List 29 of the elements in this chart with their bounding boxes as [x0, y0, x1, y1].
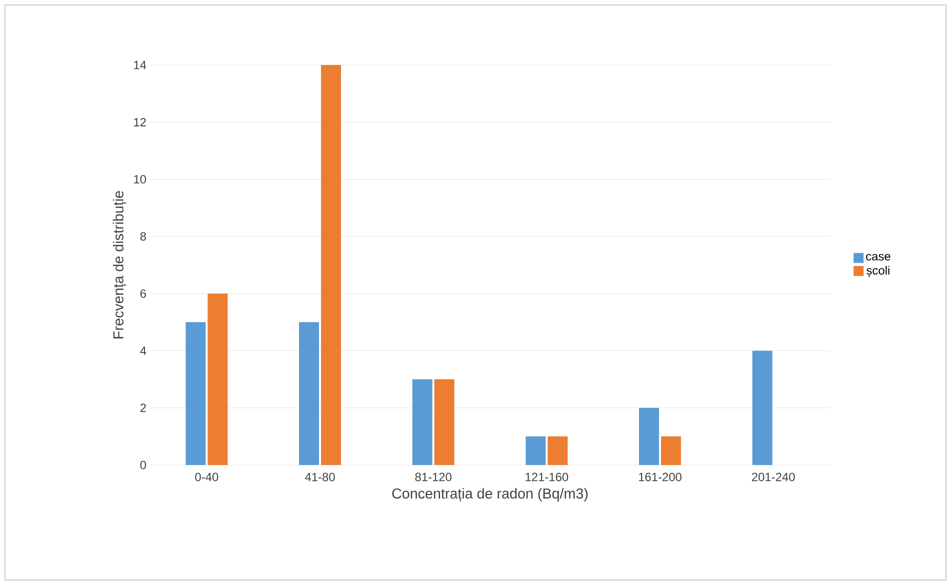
- x-tick-label: 161-200: [638, 472, 682, 482]
- legend-label: școli: [866, 266, 890, 278]
- y-tick-label: 8: [140, 232, 146, 241]
- y-tick-label: 4: [140, 346, 146, 355]
- bar: [186, 322, 206, 465]
- bar: [299, 322, 320, 465]
- bar: [752, 350, 772, 465]
- x-tick-label: 41-80: [304, 472, 335, 482]
- y-tick-label: 2: [140, 404, 146, 412]
- bar: [412, 379, 432, 465]
- y-axis-title: Frecvența de distribuție: [112, 191, 126, 338]
- bar: [661, 436, 681, 465]
- y-tick-label: 12: [134, 118, 146, 126]
- bar: [434, 379, 454, 465]
- bar: [548, 436, 568, 465]
- y-tick-label: 6: [140, 289, 146, 298]
- y-tick-label: 0: [140, 460, 146, 470]
- bar: [208, 294, 228, 465]
- bar: [639, 408, 660, 465]
- bar: [526, 436, 546, 465]
- x-tick-label: 201-240: [752, 472, 795, 482]
- bar: [321, 64, 341, 465]
- x-tick-label: 0-40: [195, 472, 218, 482]
- x-tick-label: 81-120: [415, 472, 452, 482]
- y-tick-label: 10: [134, 175, 146, 184]
- x-axis-title: Concentrația de radon (Bq/m3): [392, 488, 588, 502]
- y-tick-label: 14: [134, 60, 146, 70]
- legend-label: case: [866, 254, 890, 261]
- x-tick-label: 121-160: [526, 472, 568, 482]
